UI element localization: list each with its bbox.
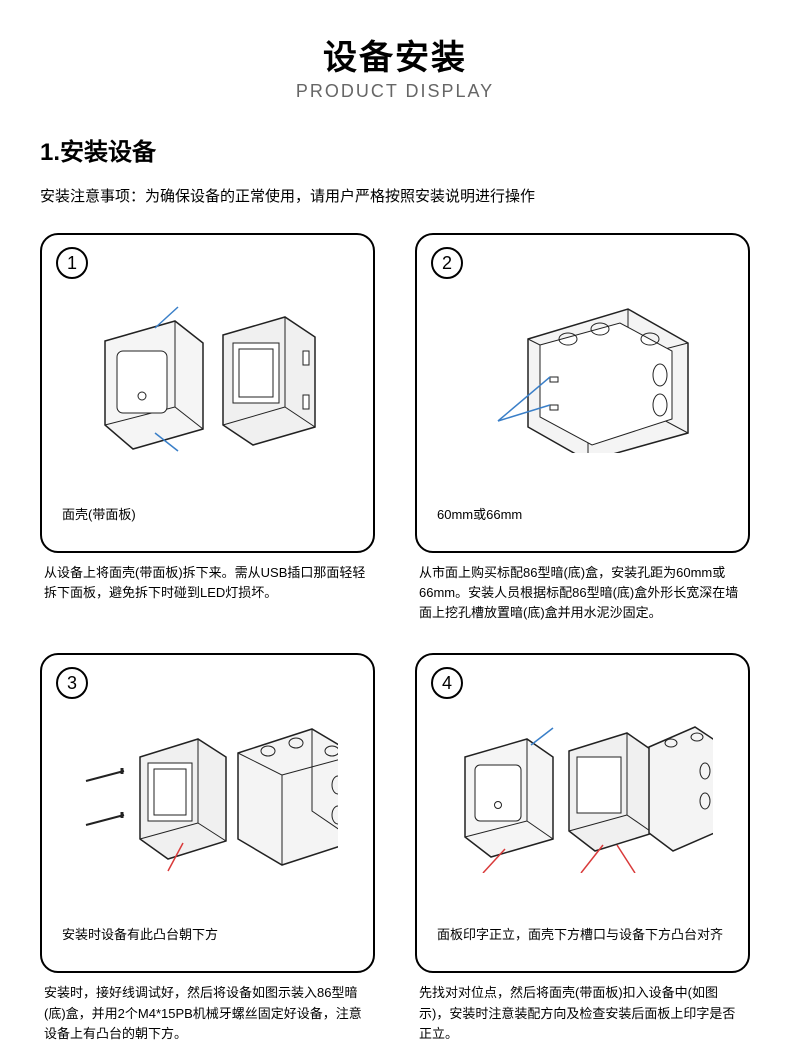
screw-install-diagram xyxy=(78,723,338,873)
step-panel: 1 xyxy=(40,233,375,553)
install-notice: 安装注意事项：为确保设备的正常使用，请用户严格按照安装说明进行操作 xyxy=(40,185,750,209)
step-inner-caption: 面板印字正立，面壳下方槽口与设备下方凸台对齐 xyxy=(435,924,730,943)
section-heading: 1.安装设备 xyxy=(40,132,750,167)
step-panel: 4 xyxy=(415,653,750,973)
step-2-block: 2 xyxy=(415,233,750,623)
step-1-block: 1 xyxy=(40,233,375,623)
step-panel: 2 xyxy=(415,233,750,553)
face-module-diagram xyxy=(83,303,333,453)
page-header: 设备安装 PRODUCT DISPLAY xyxy=(40,30,750,102)
step-inner-caption: 安装时设备有此凸台朝下方 xyxy=(60,924,355,943)
step-illustration xyxy=(435,681,730,914)
step-caption-after: 先找对对位点，然后将面壳(带面板)扣入设备中(如图示)，安装时注意装配方向及检查… xyxy=(415,983,750,1043)
step-number-badge: 1 xyxy=(56,247,88,279)
step-inner-caption: 面壳(带面板) xyxy=(60,504,355,523)
junction-box-diagram xyxy=(458,303,708,453)
step-caption-after: 安装时，接好线调试好，然后将设备如图示装入86型暗(底)盒，并用2个M4*15P… xyxy=(40,983,375,1043)
title-chinese: 设备安装 xyxy=(40,30,750,79)
step-3-block: 3 xyxy=(40,653,375,1043)
step-number-badge: 2 xyxy=(431,247,463,279)
title-english: PRODUCT DISPLAY xyxy=(40,81,750,102)
snap-cover-diagram xyxy=(453,723,713,873)
step-inner-caption: 60mm或66mm xyxy=(435,504,730,523)
step-caption-after: 从设备上将面壳(带面板)拆下来。需从USB插口那面轻轻拆下面板，避免拆下时碰到L… xyxy=(40,563,375,603)
step-illustration xyxy=(60,261,355,494)
step-4-block: 4 xyxy=(415,653,750,1043)
step-illustration xyxy=(60,681,355,914)
step-panel: 3 xyxy=(40,653,375,973)
step-illustration xyxy=(435,261,730,494)
steps-grid: 1 xyxy=(40,233,750,1044)
step-caption-after: 从市面上购买标配86型暗(底)盒，安装孔距为60mm或66mm。安装人员根据标配… xyxy=(415,563,750,623)
